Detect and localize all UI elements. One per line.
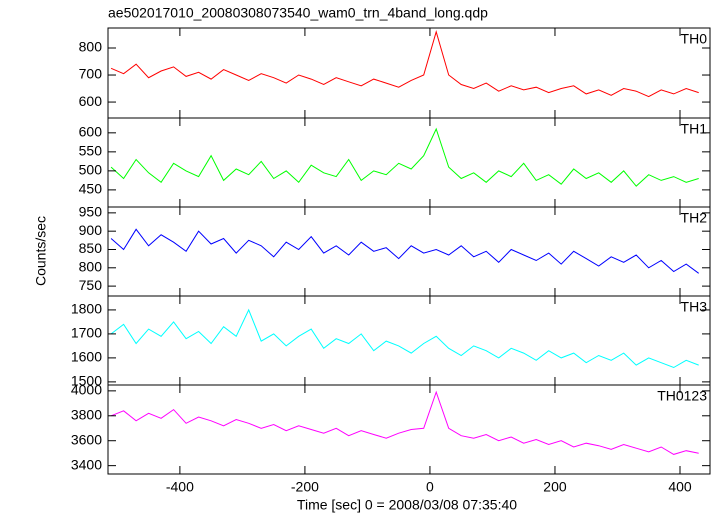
data-line: [110, 127, 699, 187]
series-label: TH2: [681, 210, 708, 226]
y-tick-label: 1800: [71, 301, 102, 317]
y-tick-label: 1600: [71, 349, 102, 365]
y-tick-label: 500: [79, 162, 103, 178]
y-tick-label: 700: [79, 66, 103, 82]
y-tick-label: 750: [79, 277, 103, 293]
y-tick-label: 4000: [71, 382, 102, 398]
y-tick-label: 1700: [71, 325, 102, 341]
y-tick-label: 800: [79, 39, 103, 55]
panel-frame: [107, 117, 711, 208]
x-tick-label: 0: [426, 479, 434, 495]
data-line: [110, 308, 699, 369]
y-tick-label: 900: [79, 222, 103, 238]
panel-frame: [107, 295, 711, 386]
series-label: TH0: [681, 31, 708, 47]
data-line: [110, 228, 699, 274]
series-label: TH1: [681, 121, 708, 137]
y-tick-label: 3800: [71, 406, 102, 422]
panel-frame: [107, 27, 711, 119]
y-tick-label: 450: [79, 181, 103, 197]
panel-frame: [107, 384, 711, 475]
y-tick-label: 850: [79, 240, 103, 256]
y-tick-label: 950: [79, 204, 103, 220]
x-tick-label: 200: [543, 479, 567, 495]
x-tick-label: -200: [291, 479, 319, 495]
data-line: [110, 30, 699, 98]
x-tick-label: 400: [668, 479, 692, 495]
y-tick-label: 1500: [71, 373, 102, 389]
x-tick-label: -400: [166, 479, 194, 495]
x-axis-label: Time [sec] 0 = 2008/03/08 07:35:40: [297, 497, 517, 513]
y-tick-label: 800: [79, 259, 103, 275]
y-tick-label: 550: [79, 143, 103, 159]
y-tick-label: 600: [79, 124, 103, 140]
y-tick-label: 600: [79, 93, 103, 109]
panel-frame: [107, 206, 711, 297]
series-label: TH0123: [657, 388, 707, 404]
y-tick-label: 3600: [71, 431, 102, 447]
chart-title: ae502017010_20080308073540_wam0_trn_4ban…: [108, 5, 488, 21]
data-line: [110, 390, 699, 455]
y-axis-label: Counts/sec: [33, 216, 49, 286]
series-label: TH3: [681, 299, 708, 315]
y-tick-label: 3400: [71, 456, 102, 472]
